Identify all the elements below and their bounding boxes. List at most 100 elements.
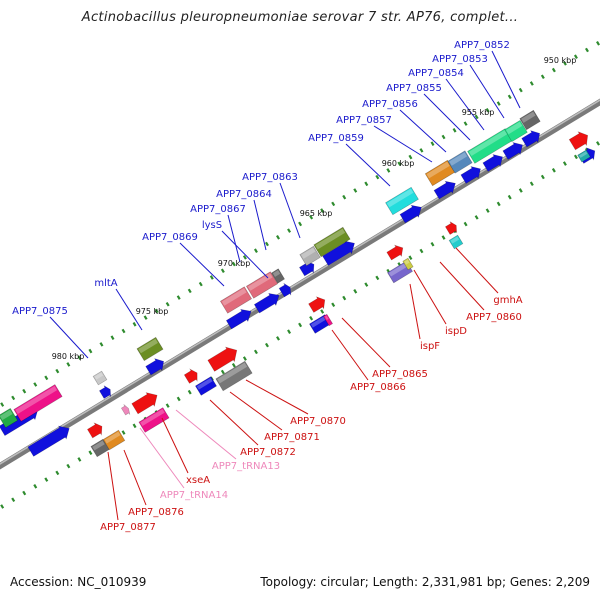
gene-label-lower[interactable]: APP7_0871 — [264, 432, 320, 443]
map-title: Actinobacillus pleuropneumoniae serovar … — [81, 10, 519, 25]
ruler-tick — [165, 403, 170, 408]
gene-block[interactable] — [299, 245, 321, 267]
gene-label-lower[interactable]: APP7_tRNA14 — [160, 490, 228, 501]
gene-arrow[interactable] — [183, 367, 201, 385]
gene-arrow[interactable] — [308, 294, 329, 314]
gene-block-shine — [521, 111, 536, 123]
gene-label-lower[interactable]: gmhA — [493, 295, 522, 306]
gene-arrow[interactable] — [444, 220, 459, 236]
gene-arrow[interactable] — [433, 177, 459, 200]
gene-block[interactable] — [385, 186, 419, 216]
ruler-tick — [518, 188, 523, 193]
ruler-tick — [265, 241, 269, 247]
kbp-label: 950 kbp — [544, 56, 577, 65]
gene-label-lower[interactable]: ispF — [420, 341, 440, 352]
gene-block[interactable] — [102, 429, 126, 451]
gene-label-upper[interactable]: APP7_0856 — [362, 99, 418, 110]
gene-block[interactable] — [138, 407, 170, 433]
gene-arrow[interactable] — [27, 422, 73, 458]
gene-block-shine — [196, 378, 213, 390]
gene-label-upper[interactable]: APP7_0864 — [216, 189, 272, 200]
gene-block[interactable] — [0, 407, 19, 429]
gene-label-lower[interactable]: APP7_0872 — [240, 447, 296, 458]
gene-label-upper[interactable]: APP7_0855 — [386, 83, 442, 94]
gene-label-upper[interactable]: lysS — [202, 220, 222, 231]
gene-arrow[interactable] — [225, 305, 254, 330]
gene-block[interactable] — [92, 370, 108, 386]
gene-block[interactable] — [195, 376, 217, 396]
gene-arrow[interactable] — [399, 201, 425, 224]
gene-block[interactable] — [219, 286, 253, 314]
gene-label-upper[interactable]: APP7_0853 — [432, 54, 488, 65]
gene-arrow[interactable] — [278, 281, 294, 298]
gene-block[interactable] — [519, 109, 541, 131]
gene-block[interactable] — [504, 119, 528, 143]
ruler-tick — [132, 423, 137, 429]
gene-arrow[interactable] — [568, 128, 592, 151]
gene-label-upper[interactable]: APP7_0852 — [454, 40, 510, 51]
gene-label-upper[interactable]: APP7_0863 — [242, 172, 298, 183]
ruler-tick — [121, 430, 126, 435]
gene-block[interactable] — [271, 268, 285, 284]
gene-label-lower[interactable]: APP7_0870 — [290, 416, 346, 427]
gene-block[interactable] — [136, 336, 164, 362]
gene-block[interactable] — [577, 149, 591, 163]
ruler-tick — [287, 329, 292, 334]
gene-label-upper[interactable]: APP7_0867 — [190, 204, 246, 215]
ruler-tick — [0, 402, 5, 407]
gene-label-upper[interactable]: APP7_0854 — [408, 68, 464, 79]
gene-arrow[interactable] — [386, 242, 406, 261]
gene-block[interactable] — [313, 226, 351, 258]
gene-block[interactable] — [90, 438, 110, 458]
ruler-tick — [66, 463, 71, 469]
ruler-tick — [265, 342, 269, 348]
ruler-tick — [33, 382, 38, 387]
gene-arrow[interactable] — [521, 127, 544, 148]
gene-block[interactable] — [448, 234, 464, 250]
gene-label-upper[interactable]: APP7_0857 — [336, 115, 392, 126]
gene-block[interactable] — [323, 313, 333, 327]
gene-arrow[interactable] — [120, 403, 131, 416]
gene-label-lower[interactable]: APP7_0876 — [128, 507, 184, 518]
ruler-tick — [209, 275, 214, 280]
gene-arrow[interactable] — [86, 420, 105, 439]
ruler-tick — [353, 188, 358, 193]
ruler-tick — [77, 457, 82, 462]
gene-label-lower[interactable]: APP7_tRNA13 — [212, 461, 280, 472]
gene-label-lower[interactable]: ispD — [445, 326, 467, 337]
gene-block-shine — [449, 152, 468, 166]
gene-arrow[interactable] — [98, 384, 113, 400]
ruler-tick — [44, 477, 49, 482]
gene-block[interactable] — [447, 150, 473, 174]
gene-block[interactable] — [402, 257, 414, 271]
ruler-tick — [596, 41, 600, 46]
gene-block-shine — [92, 440, 105, 451]
gene-arrow[interactable] — [502, 139, 526, 161]
ruler-tick — [375, 275, 380, 281]
gene-label-lower[interactable]: APP7_0860 — [466, 312, 522, 323]
gene-block[interactable] — [245, 271, 279, 299]
gene-label-lower[interactable]: APP7_0866 — [350, 382, 406, 393]
ruler-tick — [298, 221, 303, 227]
gene-label-lower[interactable]: xseA — [186, 475, 210, 486]
ruler-tick — [353, 289, 358, 294]
gene-arrow[interactable] — [207, 343, 241, 373]
ruler-tick — [33, 484, 38, 489]
gene-label-lower[interactable]: APP7_0865 — [372, 369, 428, 380]
ruler-tick — [176, 396, 181, 402]
label-leaders — [49, 50, 521, 521]
gene-arrow[interactable] — [482, 151, 506, 173]
gene-label-upper[interactable]: APP7_0859 — [308, 133, 364, 144]
gene-label-upper[interactable]: APP7_0875 — [12, 306, 68, 317]
gene-arrow[interactable] — [460, 163, 484, 185]
gene-block[interactable] — [215, 360, 253, 392]
gene-label-lower[interactable]: APP7_0877 — [100, 522, 156, 533]
gene-arrow[interactable] — [253, 289, 282, 314]
gene-block[interactable] — [13, 384, 63, 422]
gene-arrow[interactable] — [145, 355, 168, 376]
label-leader-line — [279, 182, 301, 239]
gene-label-upper[interactable]: APP7_0869 — [142, 232, 198, 243]
gene-label-upper[interactable]: mltA — [94, 278, 117, 289]
gene-arrow[interactable] — [131, 388, 162, 415]
